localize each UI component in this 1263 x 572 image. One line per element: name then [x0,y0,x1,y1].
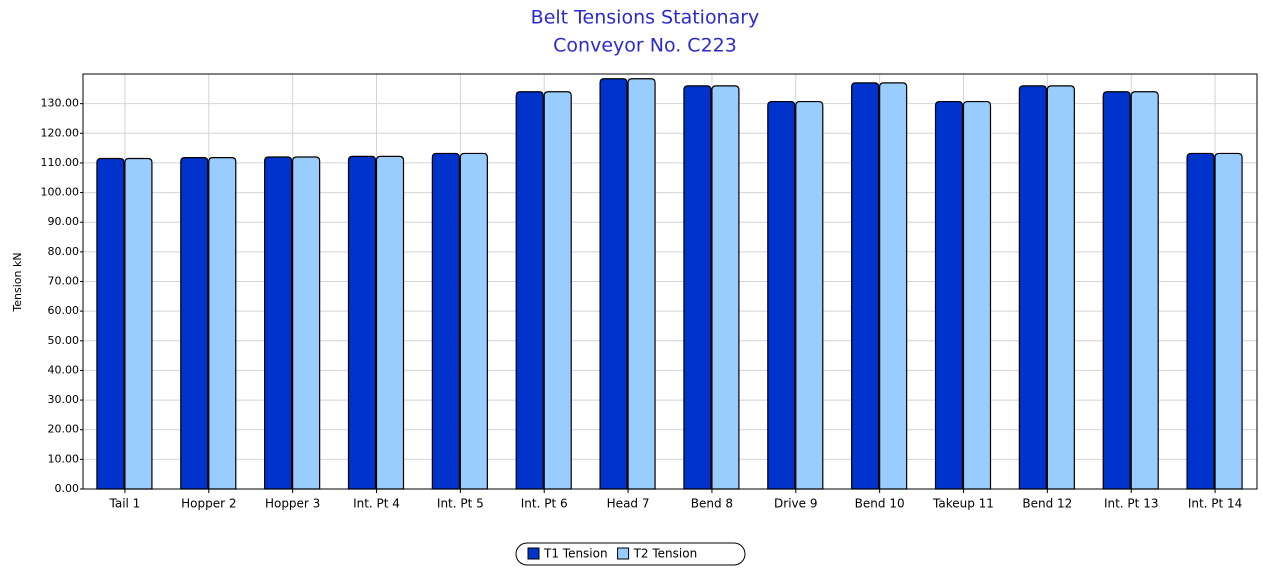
bar [683,85,712,490]
bar [124,157,153,490]
bar [1214,152,1243,490]
x-tick-label: Int. Pt 13 [1104,497,1159,511]
y-axis-label: Tension kN [11,252,24,312]
y-tick-label: 80.00 [48,245,80,258]
y-tick-label: 130.00 [41,97,80,110]
bar [767,100,796,490]
x-tick-label: Int. Pt 14 [1188,497,1243,511]
legend-swatch [527,547,540,560]
bar [347,155,377,490]
y-tick-label: 0.00 [55,482,80,495]
bar [292,156,321,490]
legend-label: T1 Tension [543,547,608,561]
bar [459,152,488,490]
bar [1046,85,1075,490]
bar [208,156,237,490]
bar [599,78,628,490]
x-tick-label: Hopper 3 [265,497,320,511]
x-tick-label: Bend 12 [1022,497,1072,511]
y-tick-label: 120.00 [41,126,80,139]
bar [795,100,824,490]
bar [962,100,992,490]
x-tick-label: Int. Pt 4 [353,497,400,511]
y-tick-label: 100.00 [41,186,80,199]
legend-box [515,542,746,566]
plot-border [82,73,1258,490]
y-tick-label: 10.00 [48,452,80,465]
bar [375,155,405,490]
chart-title: Belt Tensions Stationary [531,7,760,29]
x-tick-label: Bend 8 [691,497,733,511]
y-tick-label: 90.00 [48,215,80,228]
bar [180,156,209,490]
chart-title: Conveyor No. C223 [553,35,737,57]
y-tick-label: 40.00 [48,363,80,376]
y-tick-label: 70.00 [48,275,80,288]
bar [431,152,460,490]
bar [711,85,740,490]
bar [627,78,656,490]
bar [851,82,880,490]
legend-swatch [617,547,630,560]
bar [1186,152,1215,490]
bar [1102,91,1131,490]
bar [1130,91,1159,490]
y-tick-label: 110.00 [41,156,80,169]
legend-label: T2 Tension [633,547,698,561]
x-tick-label: Takeup 11 [932,497,994,511]
bar [515,91,544,490]
bar [879,82,908,490]
bar [264,156,293,490]
x-tick-label: Drive 9 [774,497,817,511]
bar [96,157,125,490]
x-tick-label: Bend 10 [855,497,905,511]
x-tick-label: Tail 1 [109,497,141,511]
y-tick-label: 30.00 [48,393,80,406]
y-tick-label: 60.00 [48,304,80,317]
bar [934,100,964,490]
y-tick-label: 20.00 [48,423,80,436]
x-tick-label: Int. Pt 5 [437,497,484,511]
bar [1018,85,1047,490]
x-tick-label: Hopper 2 [181,497,236,511]
x-tick-label: Int. Pt 6 [521,497,568,511]
x-tick-label: Head 7 [607,497,650,511]
legend: T1 Tension T2 Tension [515,542,746,566]
y-tick-label: 50.00 [48,334,80,347]
bar [543,91,572,490]
